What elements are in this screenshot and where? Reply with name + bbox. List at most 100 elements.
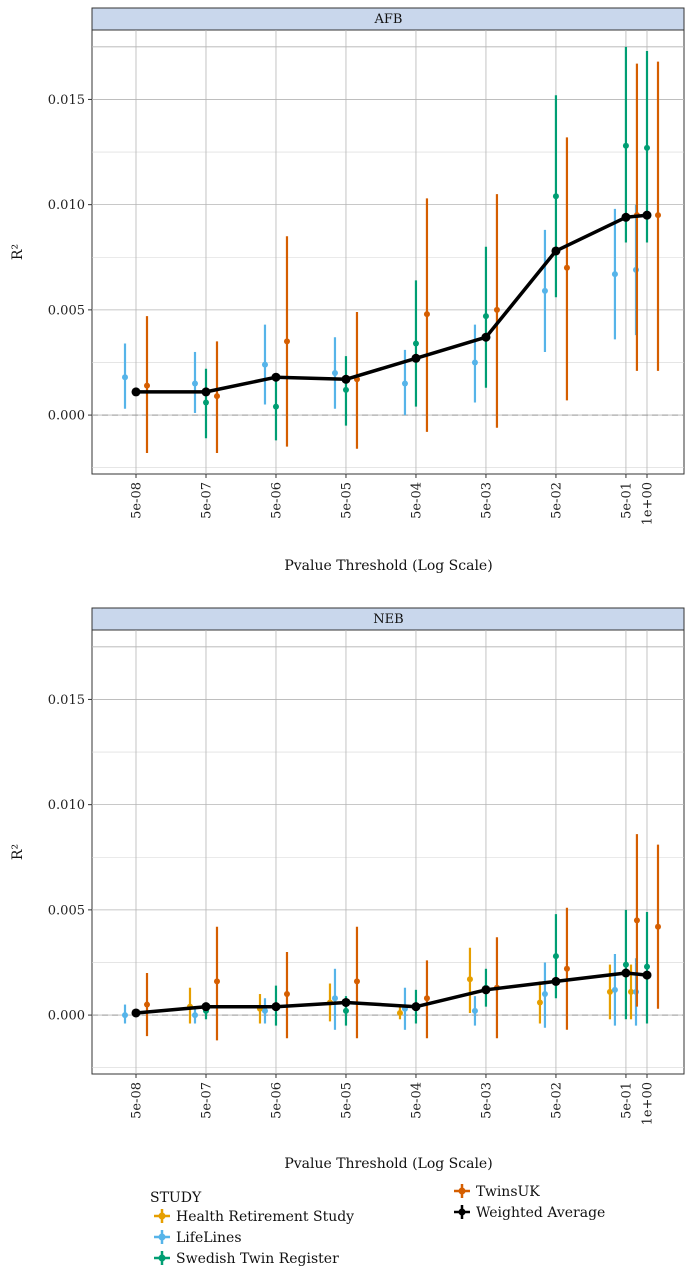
data-point	[144, 1001, 150, 1008]
data-point	[353, 978, 360, 985]
x-tick-label: 5e-07	[199, 482, 214, 519]
legend-label: Health Retirement Study	[176, 1209, 354, 1225]
data-point	[482, 313, 489, 320]
legend-label: Swedish Twin Register	[176, 1251, 339, 1267]
legend-item-lifelines: LifeLines	[154, 1230, 242, 1246]
y-axis-title: R²	[10, 244, 26, 260]
legend-key-point	[158, 1233, 166, 1241]
data-point	[541, 287, 548, 294]
data-point	[563, 264, 570, 271]
y-tick-label: 0.015	[48, 693, 85, 708]
x-tick-label: 5e-02	[549, 482, 564, 519]
data-point	[411, 1002, 421, 1012]
data-point	[202, 399, 209, 406]
data-point	[536, 999, 543, 1006]
data-point	[642, 210, 652, 220]
legend-key-point	[458, 1208, 466, 1216]
data-point	[611, 986, 618, 993]
data-point	[131, 387, 141, 397]
data-point	[628, 988, 634, 995]
data-point	[122, 1012, 128, 1019]
data-point	[342, 1007, 349, 1014]
legend-key-point	[458, 1187, 466, 1195]
plot-area	[91, 29, 685, 475]
legend-key-point	[158, 1254, 166, 1262]
data-point	[191, 380, 198, 387]
data-point	[144, 382, 150, 389]
strip-label: AFB	[374, 12, 403, 27]
x-tick-label: 5e-06	[269, 1082, 284, 1119]
series-twinsuk	[144, 834, 661, 1041]
data-point	[412, 340, 419, 347]
data-point	[423, 995, 430, 1002]
data-point	[552, 953, 559, 960]
data-point	[644, 963, 650, 970]
legend: STUDY Health Retirement Study LifeLines Swe…	[150, 1184, 605, 1267]
data-point	[563, 965, 570, 972]
data-point	[213, 978, 220, 985]
x-tick-label: 5e-03	[479, 482, 494, 519]
legend-item-swedish-twin-register: Swedish Twin Register	[154, 1251, 339, 1267]
data-point	[401, 380, 408, 387]
data-point	[655, 212, 661, 219]
data-point	[213, 393, 220, 400]
data-point	[541, 991, 548, 998]
data-point	[201, 1002, 211, 1012]
series-weighted-average	[131, 210, 652, 397]
legend-label: TwinsUK	[476, 1184, 540, 1200]
y-tick-label: 0.000	[48, 1009, 85, 1024]
data-point	[551, 976, 561, 986]
data-point	[551, 246, 561, 256]
data-point	[261, 1007, 268, 1014]
x-tick-label: 5e-02	[549, 1082, 564, 1119]
data-point	[331, 369, 338, 376]
data-point	[131, 1008, 141, 1018]
data-point	[272, 403, 279, 410]
x-tick-label: 5e-06	[269, 482, 284, 519]
data-point	[611, 271, 618, 278]
x-tick-label: 5e-03	[479, 1082, 494, 1119]
data-point	[642, 970, 652, 980]
series-twinsuk	[144, 61, 661, 453]
y-tick-label: 0.010	[48, 198, 85, 213]
data-point	[621, 212, 631, 222]
legend-item-twinsuk: TwinsUK	[454, 1184, 540, 1200]
y-tick-label: 0.005	[48, 303, 85, 318]
x-tick-label: 1e+00	[641, 482, 656, 525]
legend-label: LifeLines	[176, 1230, 242, 1246]
data-point	[271, 372, 281, 382]
data-point	[633, 917, 640, 924]
strip-label: NEB	[373, 612, 403, 627]
data-point	[341, 997, 351, 1007]
data-point	[471, 1007, 478, 1014]
y-axis-title: R²	[10, 844, 26, 860]
data-point	[283, 338, 290, 345]
x-axis-title: Pvalue Threshold (Log Scale)	[284, 558, 492, 574]
data-point	[481, 332, 491, 342]
data-point	[606, 988, 613, 995]
x-tick-label: 5e-07	[199, 1082, 214, 1119]
legend-title: STUDY	[150, 1190, 202, 1206]
x-tick-label: 5e-05	[339, 1082, 354, 1119]
series-weighted-average	[131, 968, 652, 1018]
data-point	[621, 968, 631, 978]
data-point	[552, 193, 559, 200]
y-tick-label: 0.010	[48, 798, 85, 813]
x-tick-label: 1e+00	[641, 1082, 656, 1125]
data-point	[655, 923, 661, 930]
x-tick-label: 5e-05	[339, 482, 354, 519]
data-point	[261, 361, 268, 368]
data-point	[191, 1012, 198, 1019]
data-point	[622, 961, 629, 968]
data-point	[271, 1002, 281, 1012]
data-point	[423, 311, 430, 318]
x-tick-label: 5e-01	[619, 1082, 634, 1119]
y-tick-label: 0.005	[48, 903, 85, 918]
data-point	[644, 144, 650, 151]
x-tick-label: 5e-08	[130, 1082, 145, 1119]
x-tick-label: 5e-04	[409, 1082, 424, 1119]
data-point	[341, 374, 351, 384]
y-tick-label: 0.000	[48, 409, 85, 424]
data-point	[466, 976, 473, 983]
